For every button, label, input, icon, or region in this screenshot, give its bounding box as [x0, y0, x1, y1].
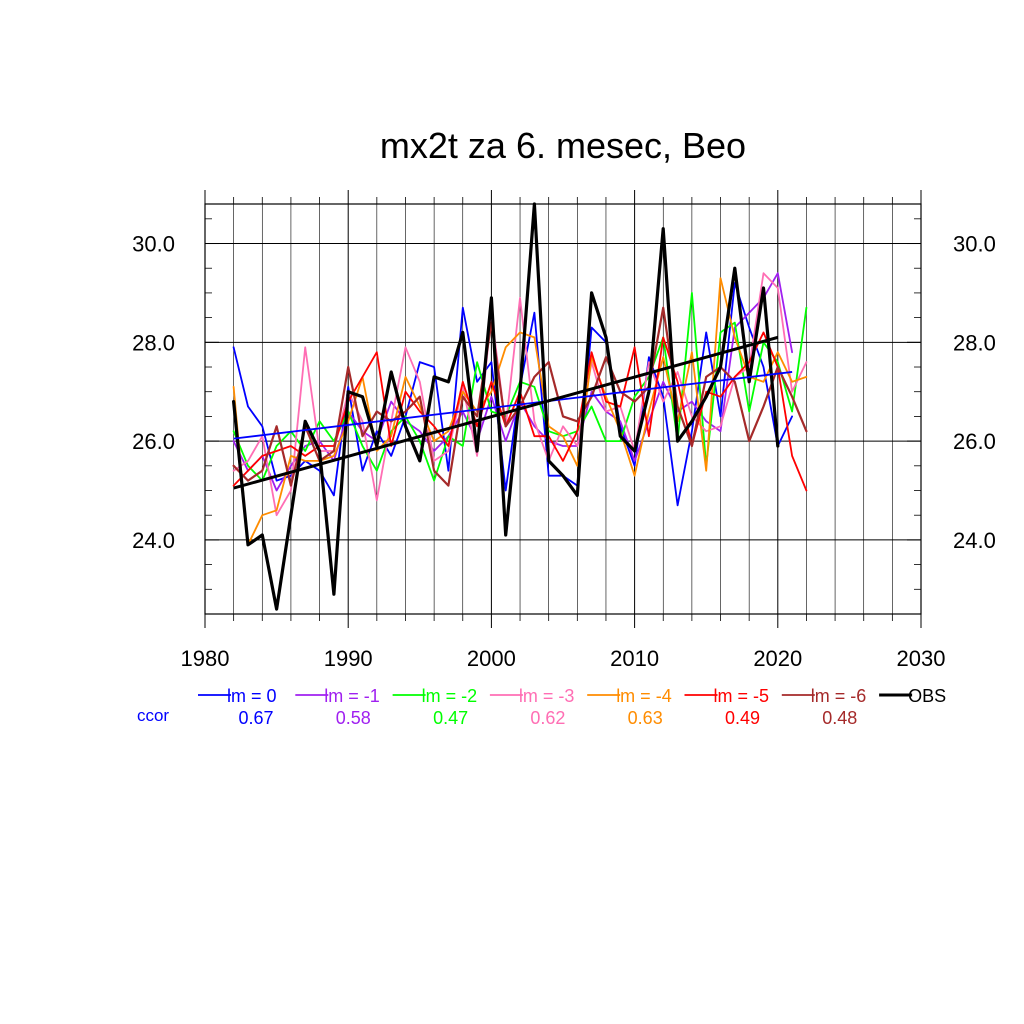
legend-ccor: 0.58: [336, 708, 371, 728]
trend-line: [233, 335, 779, 490]
legend-label: lm = -4: [616, 686, 672, 706]
legend-label: OBS: [908, 686, 946, 706]
x-tick-label: 2030: [897, 646, 946, 671]
legend-label: lm = 0: [227, 686, 277, 706]
y-tick-label-left: 28.0: [132, 330, 175, 355]
y-tick-label-right: 26.0: [953, 429, 996, 454]
series-line: [232, 272, 808, 517]
x-tick-label: 1980: [181, 646, 230, 671]
x-tick-label: 1990: [324, 646, 373, 671]
legend-label: lm = -1: [324, 686, 380, 706]
grid: [205, 204, 921, 614]
y-tick-label-right: 28.0: [953, 330, 996, 355]
y-tick-label-right: 24.0: [953, 528, 996, 553]
plot-frame: [204, 203, 922, 615]
legend-ccor: 0.67: [238, 708, 273, 728]
series-line: [232, 202, 780, 611]
y-tick-label-left: 26.0: [132, 429, 175, 454]
series-line: [232, 277, 808, 546]
trend-line: [233, 371, 793, 440]
legend-ccor: 0.63: [628, 708, 663, 728]
legend-label: lm = -5: [714, 686, 770, 706]
axes: 1980 1990 2000 2010 2020 2030 24.0 24.0 26.0 26.0…: [132, 190, 996, 671]
legend-ccor: 0.48: [822, 708, 857, 728]
x-tick-label: 2020: [753, 646, 802, 671]
legend-ccor: 0.47: [433, 708, 468, 728]
legend-label: lm = -2: [422, 686, 478, 706]
y-tick-label-left: 24.0: [132, 528, 175, 553]
series-lines: [232, 202, 808, 611]
y-tick-label-right: 30.0: [953, 232, 996, 257]
x-tick-label: 2010: [610, 646, 659, 671]
x-tick-label: 2000: [467, 646, 516, 671]
legend-ccor: 0.62: [530, 708, 565, 728]
ccor-label: ccor: [137, 706, 169, 725]
legend-ccor: 0.49: [725, 708, 760, 728]
legend-label: lm = -6: [811, 686, 867, 706]
legend-label: lm = -3: [519, 686, 575, 706]
y-tick-label-left: 30.0: [132, 232, 175, 257]
chart-title: mx2t za 6. mesec, Beo: [380, 125, 746, 166]
